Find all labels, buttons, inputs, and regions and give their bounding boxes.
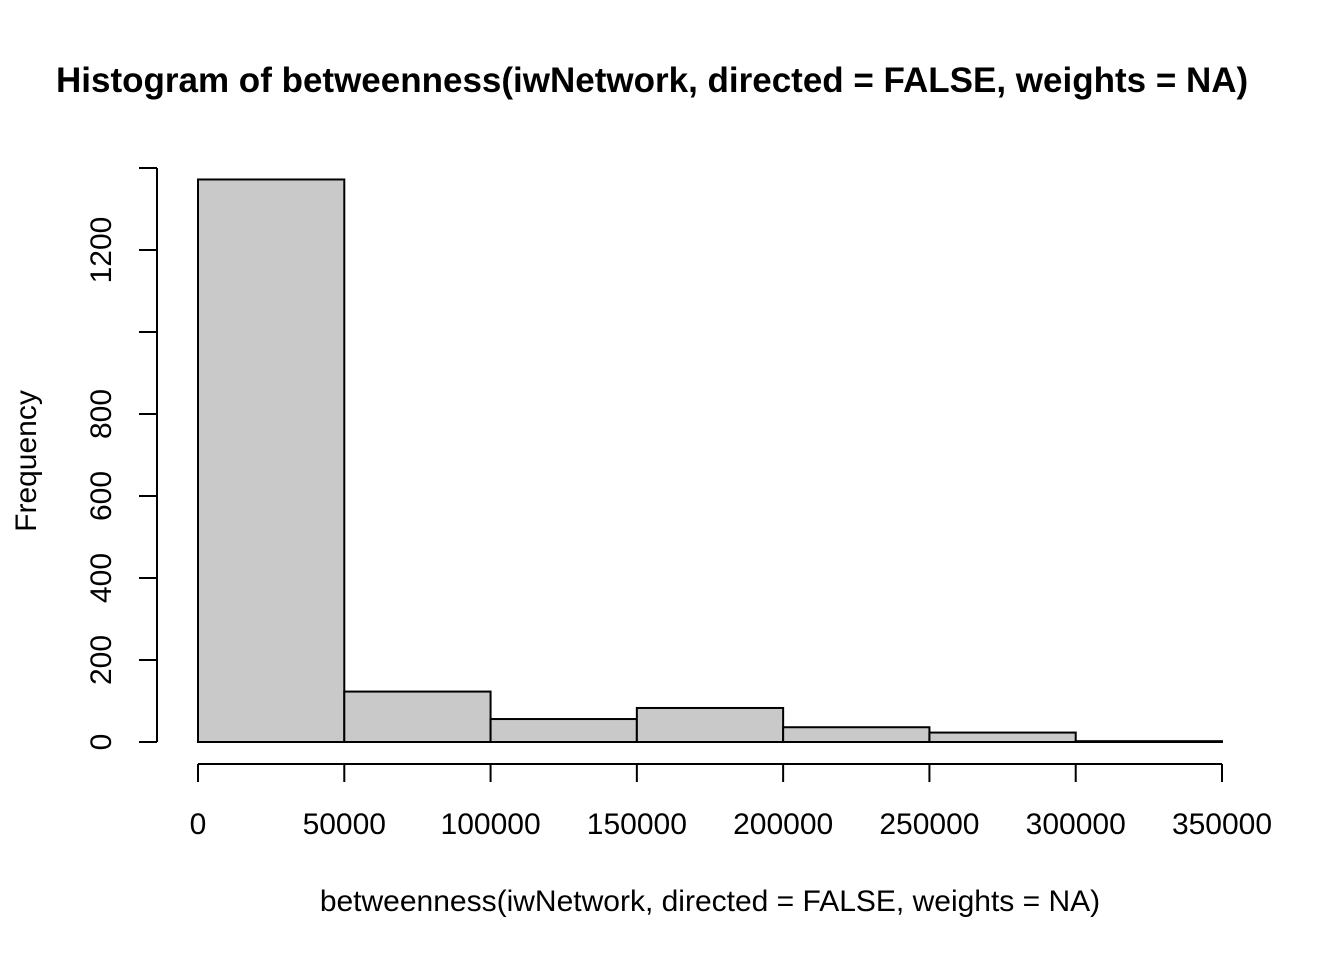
y-tick-label-4: 800	[85, 389, 118, 439]
x-tick-label-1: 50000	[303, 808, 386, 841]
y-tick-label-1: 200	[85, 635, 118, 685]
chart-title: Histogram of betweenness(iwNetwork, dire…	[56, 61, 1248, 100]
x-tick-label-5: 250000	[879, 808, 979, 841]
histogram-bar-4	[782, 726, 931, 743]
x-tick-label-3: 150000	[587, 808, 687, 841]
histogram-bar-3	[635, 706, 785, 743]
histogram-bar-5	[928, 731, 1077, 744]
y-axis: 0 200 400 600 800 1200	[85, 167, 158, 751]
histogram-bar-6	[1074, 740, 1223, 743]
y-tick-label-6: 1200	[85, 217, 118, 284]
histogram-bar-2	[489, 718, 638, 743]
x-axis-label: betweenness(iwNetwork, directed = FALSE,…	[320, 885, 1100, 918]
histogram-bar-1	[343, 690, 492, 744]
bars-group	[197, 178, 1223, 744]
y-tick-label-0: 0	[85, 734, 118, 751]
x-axis: 0 50000 100000 150000 200000 250000 300000 3500…	[190, 763, 1272, 841]
y-tick-label-3: 600	[85, 471, 118, 521]
x-tick-label-0: 0	[190, 808, 207, 841]
x-tick-label-2: 100000	[441, 808, 541, 841]
x-tick-label-4: 200000	[733, 808, 833, 841]
x-tick-label-7: 350000	[1172, 808, 1272, 841]
y-axis-label: Frequency	[10, 390, 43, 532]
histogram-bar-0	[197, 178, 346, 744]
x-tick-label-6: 300000	[1026, 808, 1126, 841]
y-tick-label-2: 400	[85, 553, 118, 603]
